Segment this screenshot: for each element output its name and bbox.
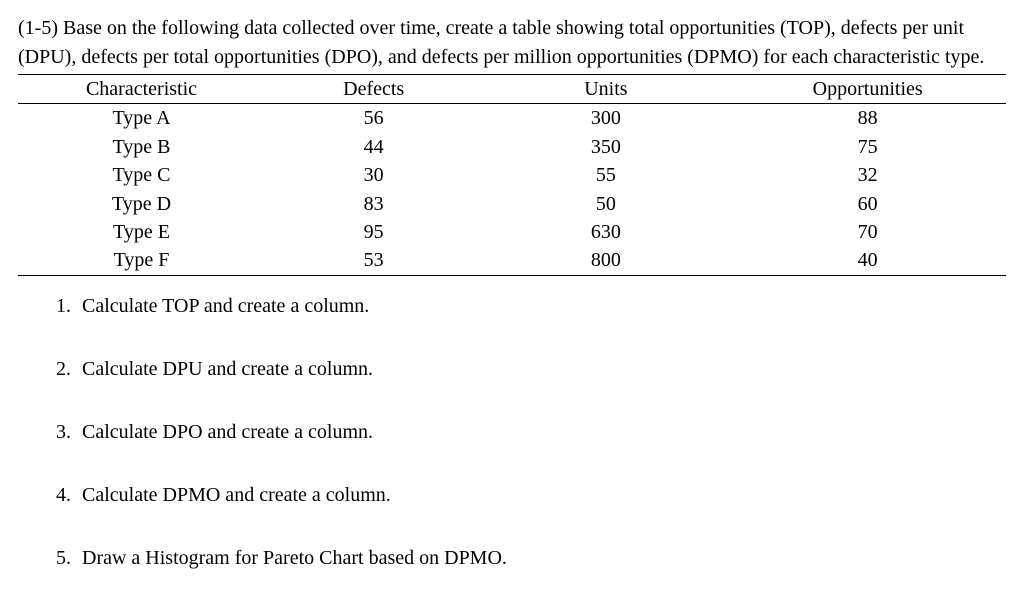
- cell-characteristic: Type B: [18, 133, 265, 161]
- cell-defects: 83: [265, 190, 482, 218]
- cell-opportunities: 70: [729, 218, 1006, 246]
- cell-units: 630: [482, 218, 729, 246]
- cell-units: 300: [482, 104, 729, 133]
- table-row: Type E 95 630 70: [18, 218, 1006, 246]
- cell-units: 800: [482, 246, 729, 275]
- cell-characteristic: Type A: [18, 104, 265, 133]
- table-row: Type D 83 50 60: [18, 190, 1006, 218]
- col-header-characteristic: Characteristic: [18, 75, 265, 104]
- col-header-units: Units: [482, 75, 729, 104]
- cell-opportunities: 32: [729, 161, 1006, 189]
- question-item: Calculate DPU and create a column.: [76, 355, 1006, 384]
- cell-opportunities: 60: [729, 190, 1006, 218]
- cell-defects: 56: [265, 104, 482, 133]
- cell-opportunities: 88: [729, 104, 1006, 133]
- cell-units: 350: [482, 133, 729, 161]
- cell-characteristic: Type F: [18, 246, 265, 275]
- question-list: Calculate TOP and create a column. Calcu…: [18, 292, 1006, 573]
- table-row: Type B 44 350 75: [18, 133, 1006, 161]
- data-table: Characteristic Defects Units Opportuniti…: [18, 74, 1006, 276]
- question-item: Calculate TOP and create a column.: [76, 292, 1006, 321]
- question-item: Calculate DPO and create a column.: [76, 418, 1006, 447]
- cell-units: 55: [482, 161, 729, 189]
- question-intro: (1-5) Base on the following data collect…: [18, 14, 1006, 72]
- cell-characteristic: Type D: [18, 190, 265, 218]
- col-header-opportunities: Opportunities: [729, 75, 1006, 104]
- col-header-defects: Defects: [265, 75, 482, 104]
- table-row: Type C 30 55 32: [18, 161, 1006, 189]
- table-row: Type F 53 800 40: [18, 246, 1006, 275]
- cell-units: 50: [482, 190, 729, 218]
- cell-defects: 44: [265, 133, 482, 161]
- cell-opportunities: 40: [729, 246, 1006, 275]
- cell-defects: 30: [265, 161, 482, 189]
- table-row: Type A 56 300 88: [18, 104, 1006, 133]
- question-item: Draw a Histogram for Pareto Chart based …: [76, 544, 1006, 573]
- table-header-row: Characteristic Defects Units Opportuniti…: [18, 75, 1006, 104]
- cell-opportunities: 75: [729, 133, 1006, 161]
- question-item: Calculate DPMO and create a column.: [76, 481, 1006, 510]
- cell-defects: 53: [265, 246, 482, 275]
- cell-characteristic: Type E: [18, 218, 265, 246]
- cell-defects: 95: [265, 218, 482, 246]
- cell-characteristic: Type C: [18, 161, 265, 189]
